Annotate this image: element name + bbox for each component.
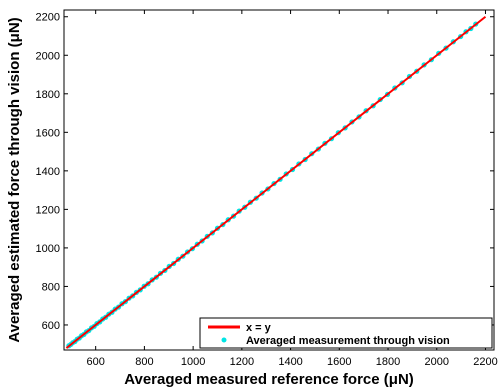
- legend-box: [199, 317, 493, 349]
- x-tick-label: 1000: [181, 356, 205, 368]
- legend-label-line: x = y: [246, 322, 272, 334]
- y-tick-label: 600: [42, 320, 60, 332]
- x-tick-label: 1200: [230, 356, 254, 368]
- y-axis-title: Averaged estimated force through vision …: [6, 17, 23, 342]
- x-tick-label: 800: [135, 356, 153, 368]
- y-tick-label: 800: [42, 281, 60, 293]
- x-tick-label: 1600: [327, 356, 351, 368]
- y-tick-label: 1000: [36, 243, 60, 255]
- y-tick-label: 2200: [36, 12, 60, 24]
- x-tick-label: 600: [86, 356, 104, 368]
- legend-label-scatter: Averaged measurement through vision: [246, 335, 450, 347]
- y-tick-label: 1600: [36, 127, 60, 139]
- x-axis-title: Averaged measured reference force (μN): [124, 371, 414, 388]
- x-tick-label: 1400: [278, 356, 302, 368]
- data-layer: [65, 15, 487, 349]
- y-tick-label: 1400: [36, 166, 60, 178]
- x-tick-label: 2200: [473, 356, 497, 368]
- x-tick-label: 1800: [376, 356, 400, 368]
- y-tick-label: 1200: [36, 204, 60, 216]
- plot-frame: [63, 9, 495, 351]
- identity-line: [65, 15, 487, 349]
- y-tick-label: 2000: [36, 50, 60, 62]
- ticks-layer: 600 800 1000 1200 1400 1600 1800 2000 2200 600 800…: [36, 10, 498, 368]
- x-tick-label: 2000: [425, 356, 449, 368]
- legend: x = y Averaged measurement through visio…: [199, 317, 493, 349]
- y-tick-label: 1800: [36, 89, 60, 101]
- legend-marker-swatch: [221, 337, 227, 343]
